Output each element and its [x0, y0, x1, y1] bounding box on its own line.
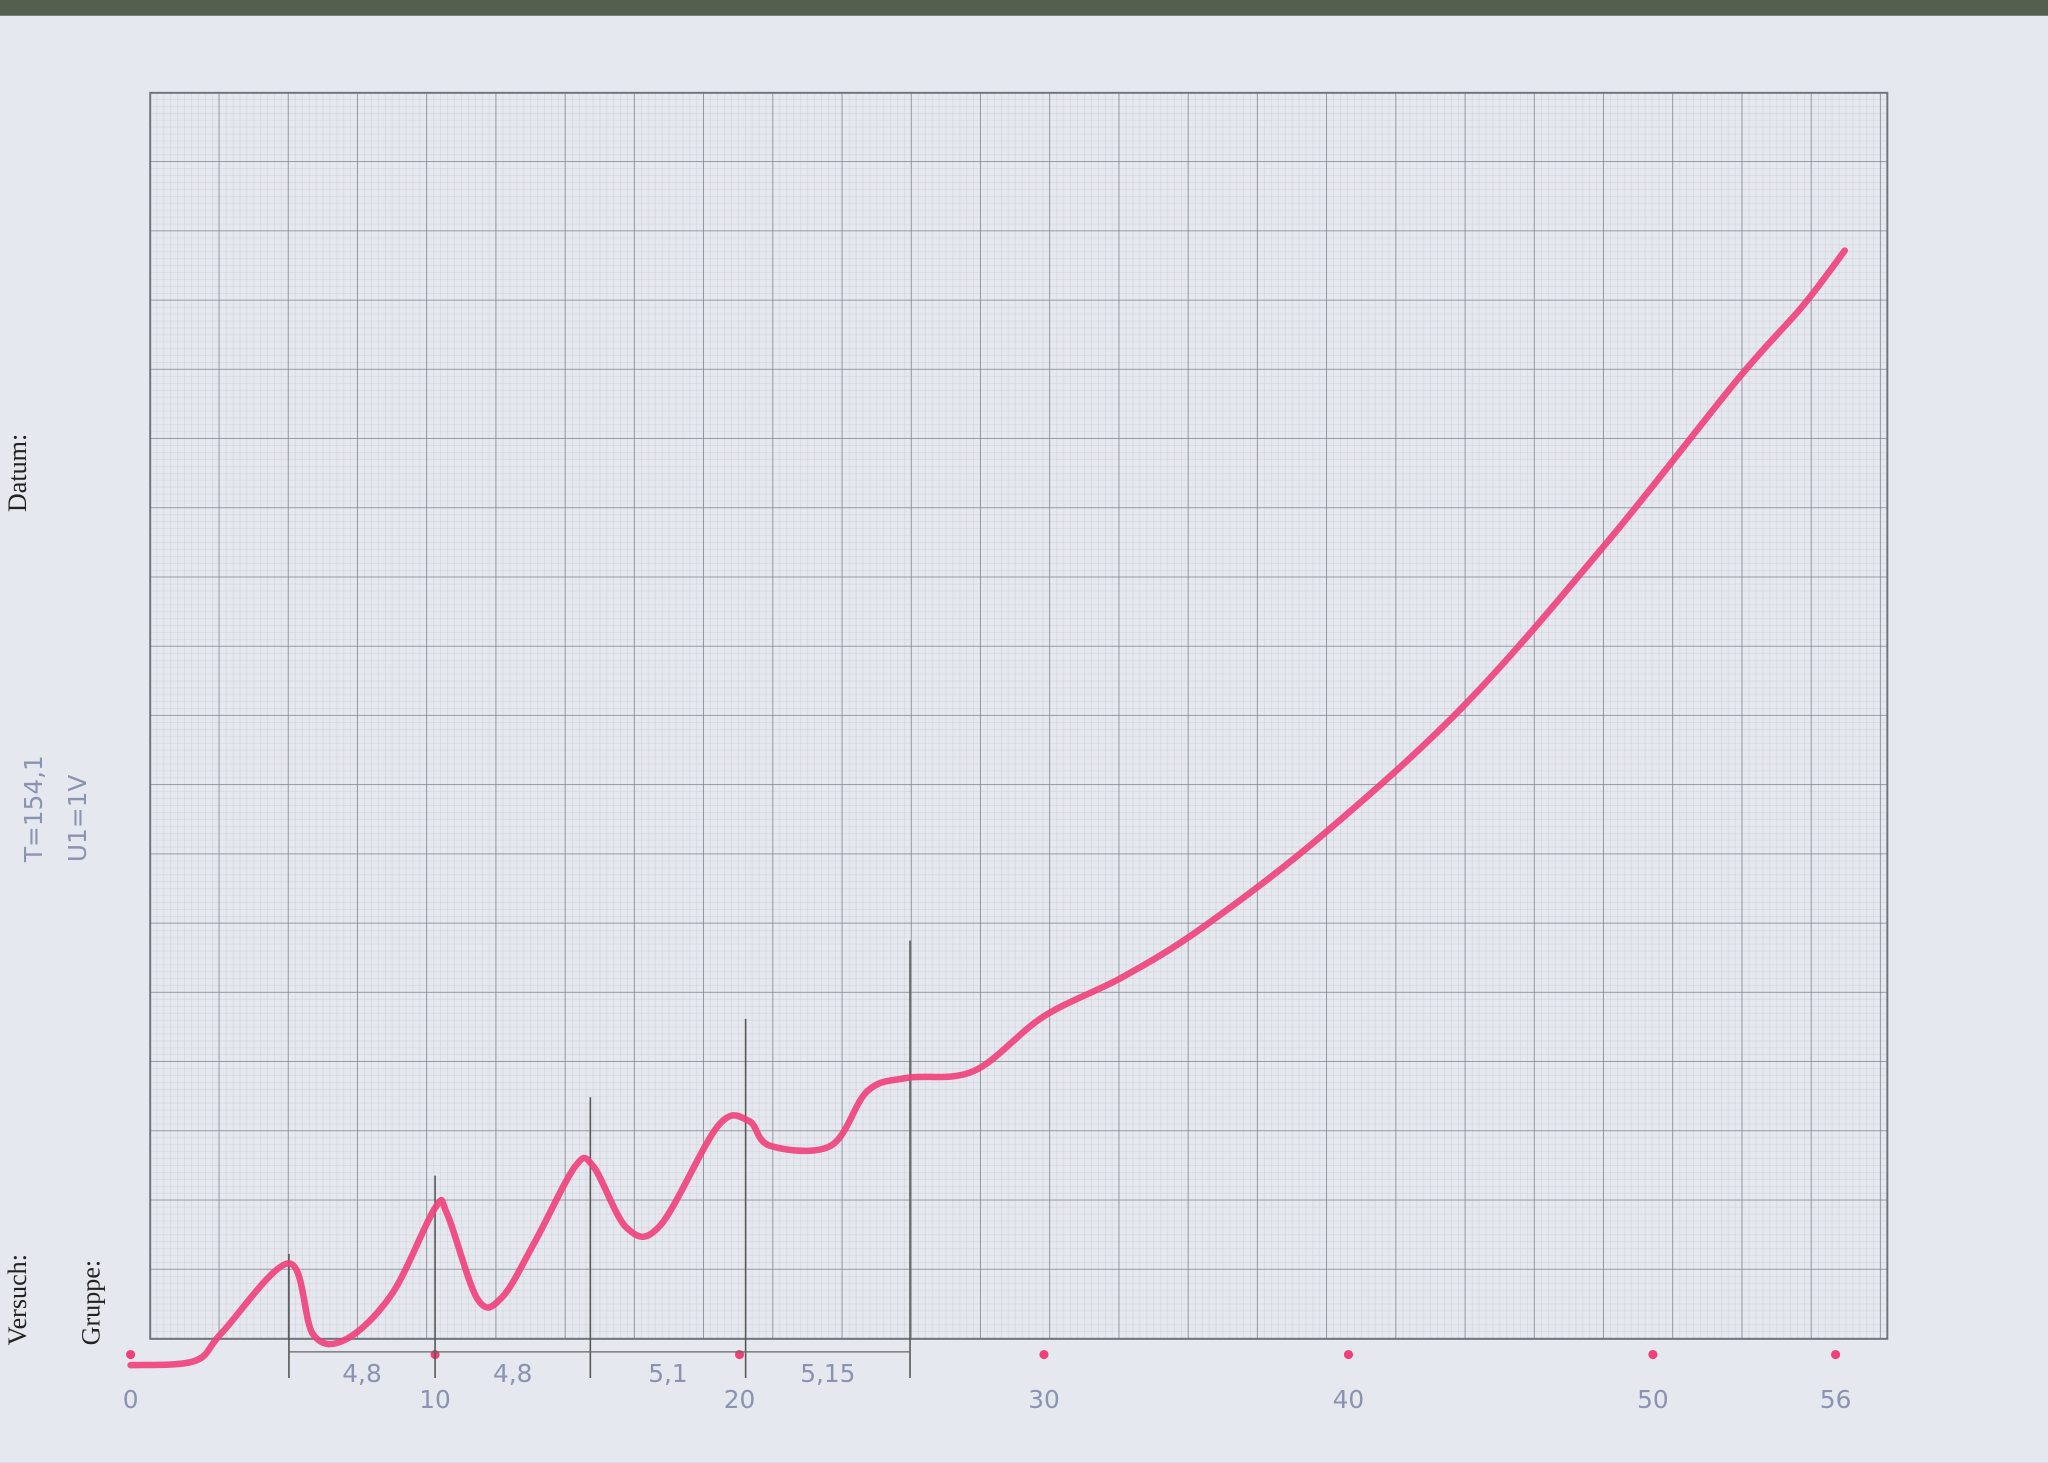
- x-tick-label: 0: [123, 1385, 139, 1414]
- x-tick-dot: [1831, 1349, 1841, 1360]
- x-tick-dot: [126, 1349, 136, 1360]
- note: U1=1V: [63, 775, 92, 862]
- spacing-label: 4,8: [493, 1359, 532, 1388]
- x-tick-dot: [1343, 1349, 1354, 1360]
- x-tick-dot: [1039, 1349, 1049, 1360]
- curve: [127, 247, 1848, 1369]
- x-tick-label: 30: [1028, 1385, 1060, 1414]
- note: T=154,1: [19, 755, 48, 863]
- spacing-label: 5,15: [800, 1359, 855, 1388]
- x-tick-label: 20: [724, 1385, 756, 1414]
- x-tick-label: 56: [1820, 1385, 1852, 1414]
- x-tick-label: 50: [1637, 1385, 1669, 1414]
- spacing-label: 4,8: [342, 1359, 381, 1388]
- form-label: Datum:: [3, 434, 32, 512]
- x-tick-label: 40: [1333, 1385, 1365, 1414]
- form-label: Gruppe:: [76, 1260, 105, 1346]
- form-label: Versuch:: [3, 1254, 32, 1345]
- graph-paper: [149, 91, 1889, 1340]
- spacing-label: 5,1: [648, 1359, 687, 1388]
- x-tick-label: 10: [419, 1385, 451, 1414]
- x-tick-dot: [1648, 1349, 1658, 1360]
